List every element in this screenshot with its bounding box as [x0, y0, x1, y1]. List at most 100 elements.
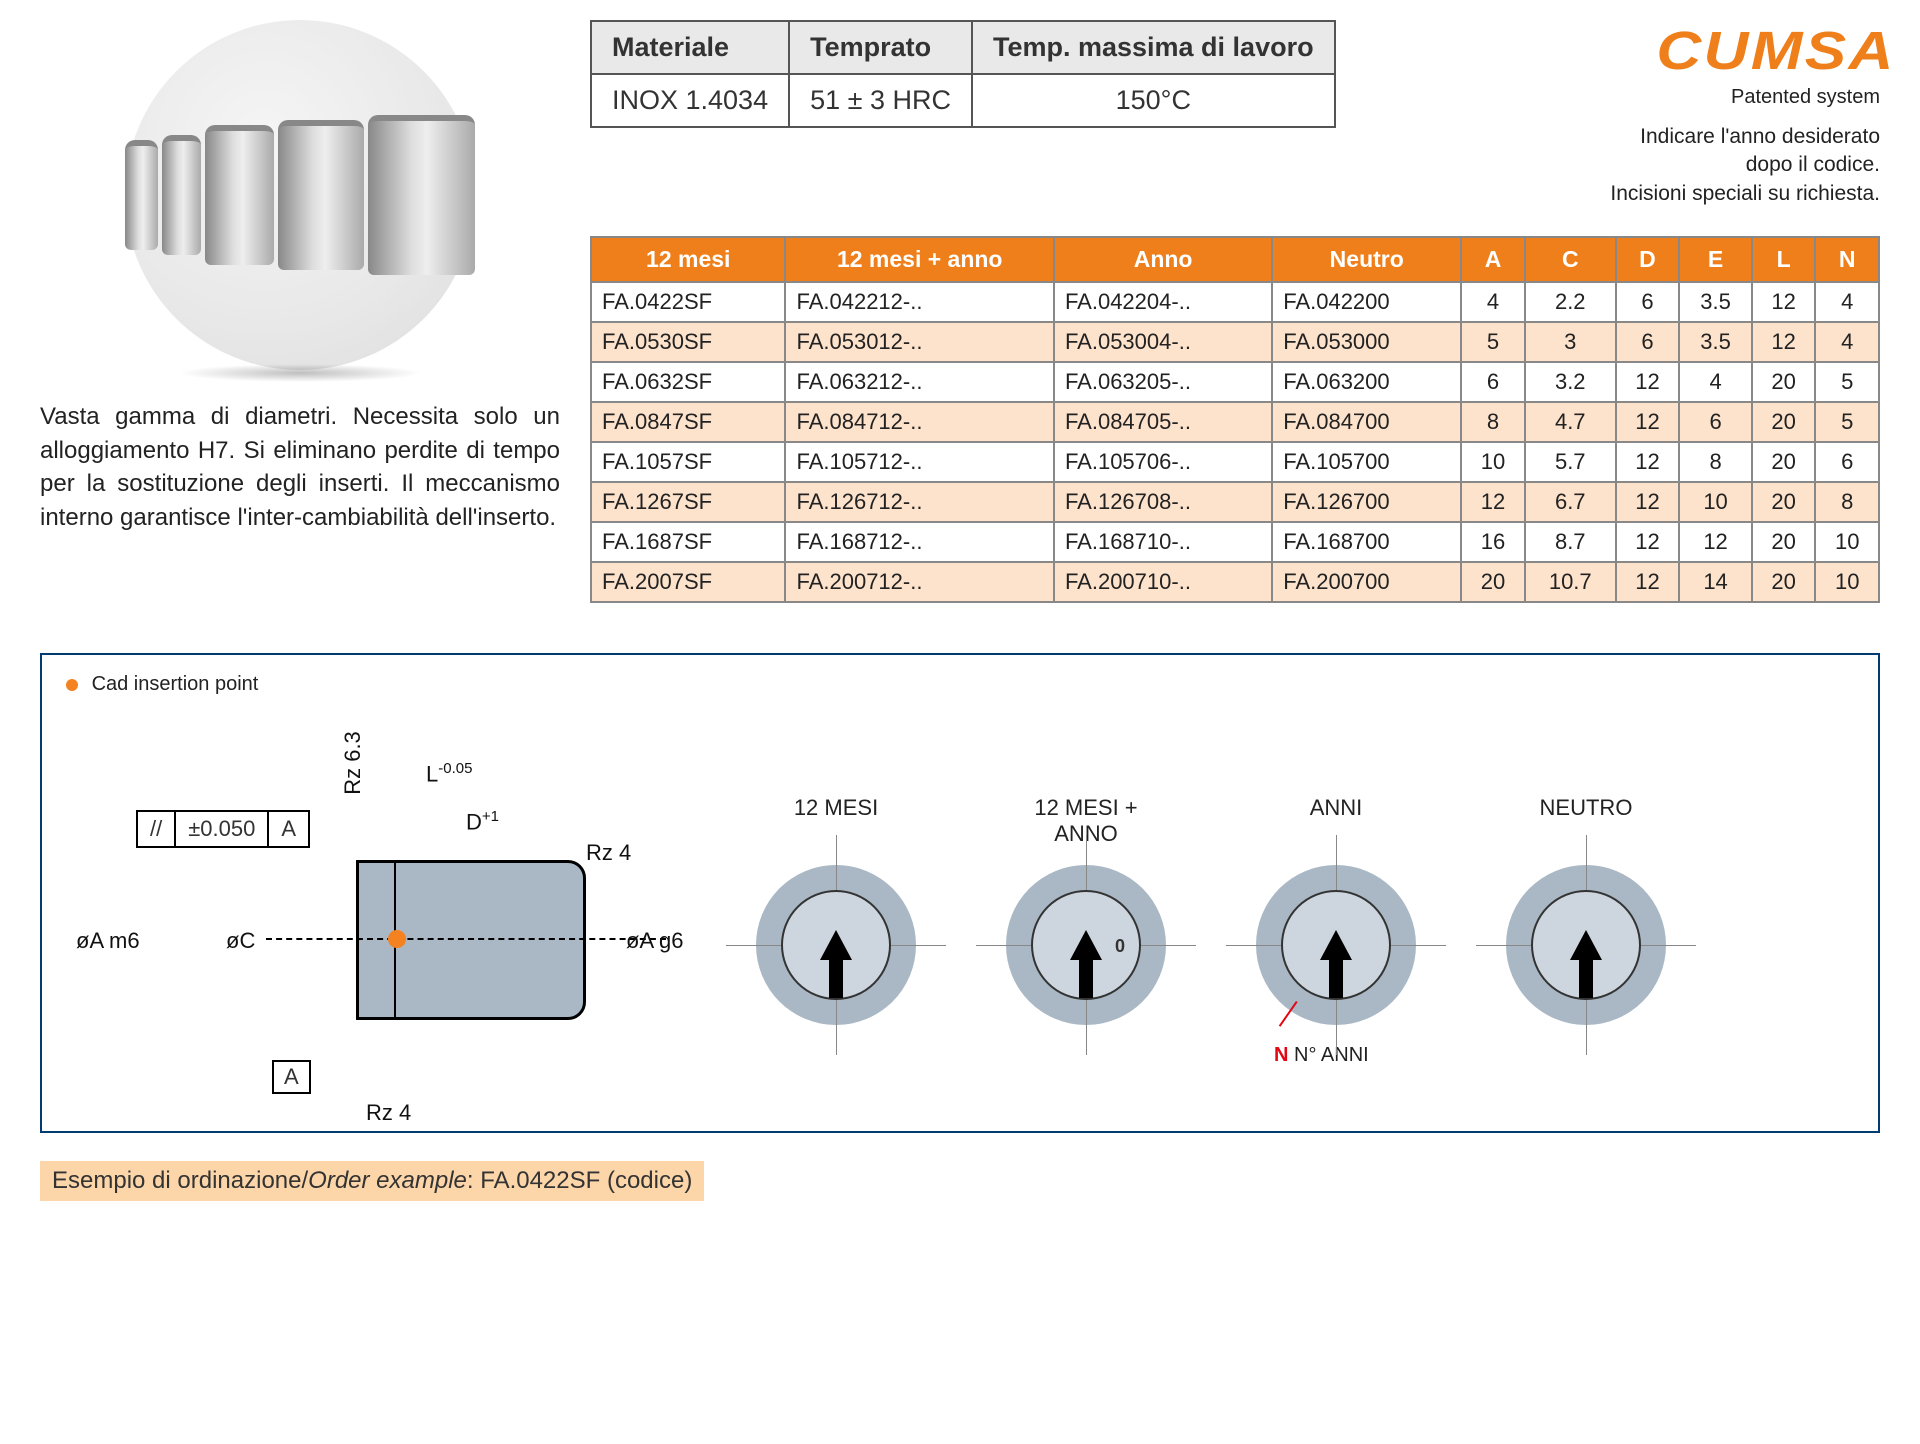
mat-cell: 51 ± 3 HRC	[789, 74, 972, 127]
product-photo	[125, 20, 475, 370]
datum-a: A	[272, 1060, 311, 1094]
data-cell: FA.105712-..	[785, 442, 1053, 482]
stamp-12mesi-anno: 12 MESI + ANNO 0	[986, 795, 1186, 1025]
data-cell: 5	[1815, 362, 1879, 402]
data-cell: 12	[1616, 522, 1680, 562]
data-cell: FA.0422SF	[591, 282, 785, 322]
stamp-face: 0	[1006, 865, 1166, 1025]
brand-note-line: Indicare l'anno desiderato	[1640, 125, 1880, 148]
table-row: FA.0632SFFA.063212-..FA.063205-..FA.0632…	[591, 362, 1879, 402]
dim-rz4: Rz 4	[586, 840, 631, 866]
data-cell: 10	[1815, 522, 1879, 562]
top-section: Vasta gamma di diametri. Necessita solo …	[40, 20, 1880, 603]
tol-value: ±0.050	[176, 812, 269, 846]
arrow-icon	[820, 930, 852, 960]
stamps-row: 12 MESI 12 MESI + ANNO 0 ANNI N N° ANNI	[736, 795, 1686, 1025]
data-cell: 4.7	[1525, 402, 1616, 442]
dim-D: D+1	[466, 808, 499, 835]
data-cell: 6	[1461, 362, 1525, 402]
data-cell: FA.042204-..	[1054, 282, 1272, 322]
data-cell: FA.126700	[1272, 482, 1461, 522]
data-cell: FA.0632SF	[591, 362, 785, 402]
data-cell: 20	[1461, 562, 1525, 602]
data-cell: FA.084705-..	[1054, 402, 1272, 442]
data-table-header: A	[1461, 237, 1525, 282]
data-cell: FA.042212-..	[785, 282, 1053, 322]
data-cell: 14	[1679, 562, 1752, 602]
data-cell: FA.200700	[1272, 562, 1461, 602]
data-cell: FA.084712-..	[785, 402, 1053, 442]
stamp-face: N N° ANNI	[1256, 865, 1416, 1025]
data-cell: 10	[1679, 482, 1752, 522]
table-row: FA.0847SFFA.084712-..FA.084705-..FA.0847…	[591, 402, 1879, 442]
data-cell: FA.126712-..	[785, 482, 1053, 522]
data-cell: 5.7	[1525, 442, 1616, 482]
data-table-header: E	[1679, 237, 1752, 282]
arrow-icon	[1320, 930, 1352, 960]
n-anni-label: N N° ANNI	[1274, 1044, 1369, 1067]
diagram-box: Cad insertion point // ±0.050 A L-0.05 D…	[40, 653, 1880, 1133]
data-cell: 6	[1616, 282, 1680, 322]
data-cell: 4	[1815, 282, 1879, 322]
data-cell: 6	[1616, 322, 1680, 362]
data-cell: 10.7	[1525, 562, 1616, 602]
stamp-12mesi: 12 MESI	[736, 795, 936, 1025]
data-table-header: C	[1525, 237, 1616, 282]
data-cell: FA.200712-..	[785, 562, 1053, 602]
phiA-g6-text: øA g6	[626, 928, 683, 953]
data-cell: FA.0847SF	[591, 402, 785, 442]
data-cell: 6	[1679, 402, 1752, 442]
data-cell: 4	[1679, 362, 1752, 402]
brand-note: Indicare l'anno desiderato dopo il codic…	[1610, 123, 1880, 208]
data-cell: FA.168700	[1272, 522, 1461, 562]
table-row: FA.1057SFFA.105712-..FA.105706-..FA.1057…	[591, 442, 1879, 482]
tolerance-frame: // ±0.050 A	[136, 810, 310, 848]
cad-label-text: Cad insertion point	[92, 673, 259, 695]
data-cell: 3	[1525, 322, 1616, 362]
centerline	[266, 938, 666, 940]
data-cell: FA.053004-..	[1054, 322, 1272, 362]
data-cell: 20	[1752, 442, 1816, 482]
data-cell: 6	[1815, 442, 1879, 482]
table-row: FA.0530SFFA.053012-..FA.053004-..FA.0530…	[591, 322, 1879, 362]
description-text: Vasta gamma di diametri. Necessita solo …	[40, 400, 560, 534]
n-pointer-line	[1279, 1001, 1329, 1049]
data-cell: 8	[1461, 402, 1525, 442]
data-cell: 3.2	[1525, 362, 1616, 402]
data-table-header: D	[1616, 237, 1680, 282]
data-cell: 20	[1752, 402, 1816, 442]
data-cell: FA.053000	[1272, 322, 1461, 362]
order-label-en: Order example	[308, 1167, 467, 1194]
dim-phiA-g6: øA g6	[626, 928, 683, 954]
data-cell: FA.042200	[1272, 282, 1461, 322]
data-cell: 12	[1616, 562, 1680, 602]
data-cell: 5	[1461, 322, 1525, 362]
data-cell: FA.168710-..	[1054, 522, 1272, 562]
data-cell: FA.053012-..	[785, 322, 1053, 362]
data-cell: 10	[1815, 562, 1879, 602]
dim-L-sym: L	[426, 761, 438, 786]
dim-phiA-m6: øA m6	[76, 928, 140, 954]
brand-subtitle: Patented system	[1610, 86, 1880, 109]
data-cell: FA.1267SF	[591, 482, 785, 522]
right-column: Materiale Temprato Temp. massima di lavo…	[590, 20, 1880, 603]
stamp-face	[1506, 865, 1666, 1025]
stamp-anni: ANNI N N° ANNI	[1236, 795, 1436, 1025]
data-cell: FA.105706-..	[1054, 442, 1272, 482]
tol-ref: A	[269, 812, 308, 846]
dim-L-tol: -0.05	[438, 760, 472, 777]
data-cell: 12	[1616, 482, 1680, 522]
arrow-icon	[1570, 930, 1602, 960]
data-table-header: Anno	[1054, 237, 1272, 282]
dim-L: L-0.05	[426, 760, 472, 787]
data-cell: 3.5	[1679, 322, 1752, 362]
stamp-zero: 0	[1115, 936, 1125, 957]
cad-dot-icon	[66, 679, 78, 691]
left-column: Vasta gamma di diametri. Necessita solo …	[40, 20, 560, 603]
brand-note-line: dopo il codice.	[1746, 153, 1880, 176]
dim-rz63: Rz 6.3	[340, 731, 366, 795]
data-cell: 4	[1815, 322, 1879, 362]
phiA-m6-text: øA m6	[76, 928, 140, 953]
data-cell: FA.168712-..	[785, 522, 1053, 562]
cad-point-icon	[388, 930, 406, 948]
